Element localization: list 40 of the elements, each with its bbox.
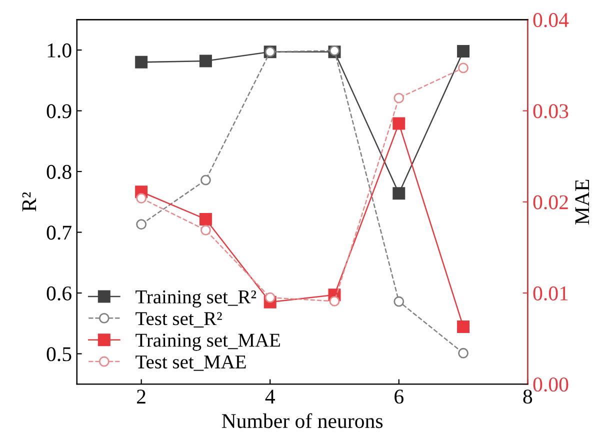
point (136, 193, 147, 204)
y-tick-label: 0.5 (46, 347, 72, 362)
point (457, 45, 470, 58)
y2-tick-label: 0.03 (533, 104, 568, 118)
point (394, 296, 404, 307)
point (200, 224, 211, 236)
x-tick-label: 4 (265, 390, 275, 404)
legend-label: Test set_R² (136, 312, 222, 328)
y-tick-label: 0.7 (46, 226, 72, 240)
point (199, 54, 212, 68)
point (458, 62, 468, 74)
y-tick-label: 1.0 (48, 43, 72, 58)
point (392, 117, 406, 130)
point (329, 45, 340, 56)
y2-tick-label: 0.02 (533, 195, 568, 210)
x-tick-label: 2 (137, 390, 146, 404)
x-tick-label: 8 (523, 390, 532, 404)
point (392, 187, 406, 200)
y-tick-label: 0.8 (46, 164, 72, 180)
point (200, 174, 211, 186)
point (136, 219, 147, 230)
y2-tick-label: 0.04 (533, 13, 569, 28)
legend-label: Training set_MAE (136, 334, 280, 351)
y2-tick-label: 0.00 (533, 377, 568, 392)
point (264, 292, 276, 303)
legend-label: Training set_R² (136, 290, 256, 308)
point (457, 320, 470, 333)
point (458, 348, 468, 358)
x-tick-label: 6 (394, 390, 404, 404)
y-axis-title: R² (22, 192, 36, 212)
y2-axis-title: MAE (575, 180, 590, 224)
point (199, 212, 212, 226)
point (135, 56, 148, 68)
point (394, 92, 404, 104)
y-tick-label: 0.9 (46, 104, 72, 118)
x-axis-title: Number of neurons (222, 413, 383, 428)
y2-tick-label: 0.01 (533, 286, 568, 301)
y-tick-label: 0.6 (46, 286, 72, 301)
legend-label: Test set_MAE (136, 355, 246, 371)
point (329, 296, 340, 306)
